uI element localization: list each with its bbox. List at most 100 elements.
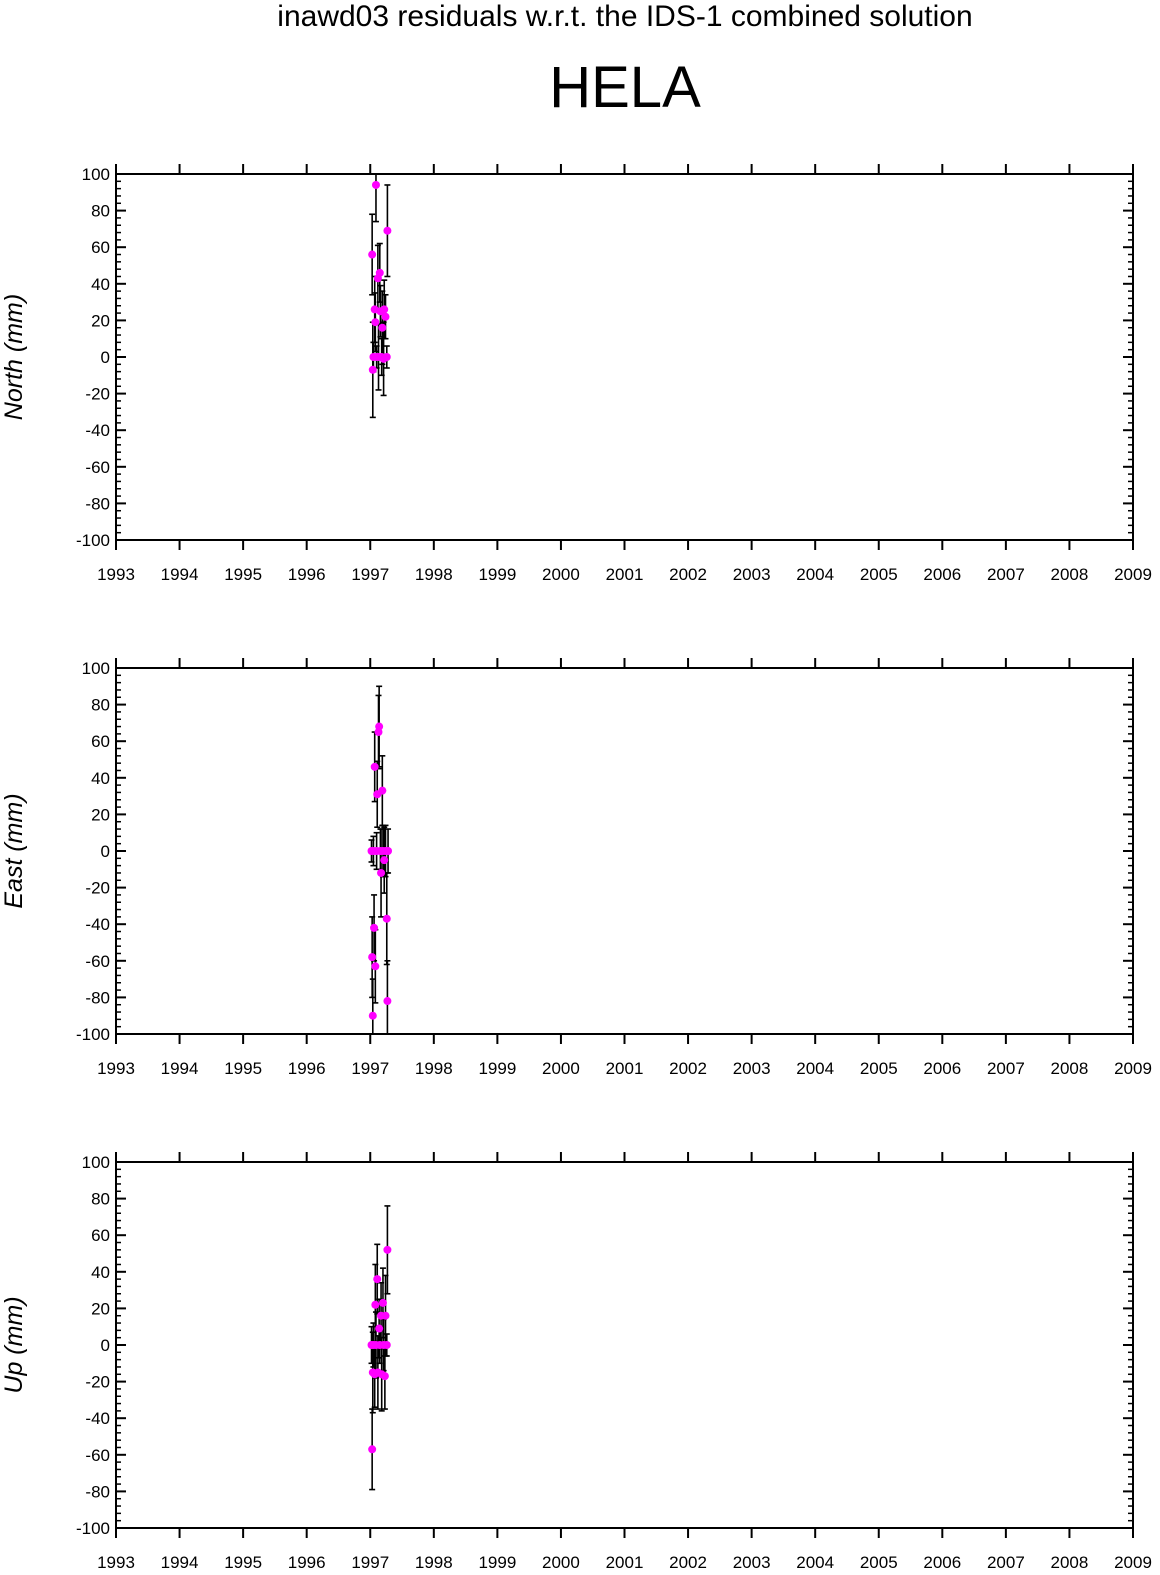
x-tick-label: 2000	[542, 1059, 580, 1078]
panel-north: 1993 1994 1995 1996 1997 1998 1999 2000 2001 2002…	[0, 164, 1152, 584]
y-tick-label: 80	[91, 1190, 110, 1209]
data-point	[378, 786, 387, 795]
y-tick-label: 20	[91, 805, 110, 824]
x-tick-label: 2007	[987, 1059, 1025, 1078]
data-point	[371, 180, 380, 189]
x-tick-label: 2003	[733, 1059, 771, 1078]
x-tick-label: 2003	[733, 1553, 771, 1572]
x-tick-label: 2005	[860, 565, 898, 584]
data-point	[370, 762, 379, 771]
data-points-up	[367, 1205, 392, 1491]
x-tick-label: 2002	[669, 1553, 707, 1572]
x-tick-label: 1996	[288, 1553, 326, 1572]
data-point	[368, 365, 377, 374]
x-tick-label: 1998	[415, 1059, 453, 1078]
x-tick-label: 2006	[923, 1059, 961, 1078]
data-point	[378, 323, 387, 332]
y-tick-label: -40	[85, 421, 110, 440]
y-tick-label: 0	[101, 348, 110, 367]
x-tick-label: 2000	[542, 565, 580, 584]
data-point	[373, 1275, 382, 1284]
x-tick-label: 2009	[1114, 1059, 1152, 1078]
data-point	[371, 962, 380, 971]
y-tick-label: 100	[82, 165, 110, 184]
y-tick-label: 20	[91, 311, 110, 330]
plot-frame	[115, 1161, 1134, 1529]
panel-east: 1993 1994 1995 1996 1997 1998 1999 2000 2001 2002…	[0, 658, 1152, 1078]
data-point	[368, 1445, 377, 1454]
data-point	[380, 1372, 389, 1381]
y-tick-label: 20	[91, 1299, 110, 1318]
x-tick-label: 1996	[288, 565, 326, 584]
data-point	[381, 312, 390, 321]
data-point	[382, 1341, 391, 1349]
x-tick-label: 1995	[224, 565, 262, 584]
y-tick-label: -60	[85, 1446, 110, 1465]
x-tick-label: 2007	[987, 565, 1025, 584]
x-tick-label: 2001	[606, 1553, 644, 1572]
y-tick-label: 40	[91, 275, 110, 294]
data-point	[368, 1011, 377, 1020]
data-point	[375, 268, 384, 277]
x-tick-label: 2001	[606, 1059, 644, 1078]
x-tick-label: 2004	[796, 1553, 834, 1572]
y-tick-label: -100	[76, 531, 110, 550]
x-tick-label: 1993	[97, 1059, 135, 1078]
data-points-east	[367, 685, 393, 1034]
x-tick-label: 1999	[478, 565, 516, 584]
x-tick-label: 2002	[669, 1059, 707, 1078]
y-tick-label: -100	[76, 1519, 110, 1538]
y-tick-label: 0	[101, 1336, 110, 1355]
data-point	[378, 1298, 387, 1307]
y-tick-label: -20	[85, 1373, 110, 1392]
x-tick-label: 1999	[478, 1553, 516, 1572]
data-point	[375, 1324, 384, 1333]
data-point	[375, 722, 384, 731]
x-tick-label: 2007	[987, 1553, 1025, 1572]
y-tick-label: -80	[85, 494, 110, 513]
data-points-north	[368, 174, 392, 419]
y-tick-label: -40	[85, 915, 110, 934]
x-tick-label: 1995	[224, 1553, 262, 1572]
x-tick-label: 1993	[97, 1553, 135, 1572]
data-point	[384, 847, 393, 855]
data-point	[368, 250, 377, 259]
x-tick-label: 2001	[606, 565, 644, 584]
y-axis-label: East (mm)	[0, 793, 28, 908]
x-tick-label: 2004	[796, 1059, 834, 1078]
x-tick-label: 1993	[97, 565, 135, 584]
y-tick-label: 80	[91, 202, 110, 221]
y-tick-label: -40	[85, 1409, 110, 1428]
x-tick-label: 1997	[351, 565, 389, 584]
y-tick-label: -60	[85, 458, 110, 477]
x-tick-label: 1994	[161, 1553, 199, 1572]
x-tick-label: 2006	[923, 565, 961, 584]
y-tick-label: -80	[85, 988, 110, 1007]
x-tick-label: 1997	[351, 1553, 389, 1572]
data-point	[377, 868, 386, 877]
y-tick-label: -20	[85, 385, 110, 404]
y-tick-label: 80	[91, 696, 110, 715]
y-tick-label: -80	[85, 1482, 110, 1501]
y-tick-label: 40	[91, 1263, 110, 1282]
x-tick-label: 2000	[542, 1553, 580, 1572]
x-tick-label: 1999	[478, 1059, 516, 1078]
x-tick-label: 2003	[733, 565, 771, 584]
x-tick-label: 2002	[669, 565, 707, 584]
data-point	[381, 1311, 390, 1320]
plot-frame	[115, 667, 1134, 1035]
y-axis-label: North (mm)	[0, 294, 28, 420]
chart-title: HELA	[549, 55, 701, 120]
x-tick-label: 1994	[161, 565, 199, 584]
panel-up: 1993 1994 1995 1996 1997 1998 1999 2000 2001 2002…	[0, 1152, 1152, 1572]
data-point	[370, 923, 379, 932]
data-point	[368, 953, 377, 962]
x-tick-label: 2005	[860, 1059, 898, 1078]
data-point	[383, 1245, 392, 1254]
y-tick-label: 100	[82, 1153, 110, 1172]
x-tick-label: 2008	[1051, 565, 1089, 584]
data-point	[380, 305, 389, 314]
chart-subtitle: inawd03 residuals w.r.t. the IDS-1 combi…	[277, 0, 973, 33]
x-tick-label: 1995	[224, 1059, 262, 1078]
